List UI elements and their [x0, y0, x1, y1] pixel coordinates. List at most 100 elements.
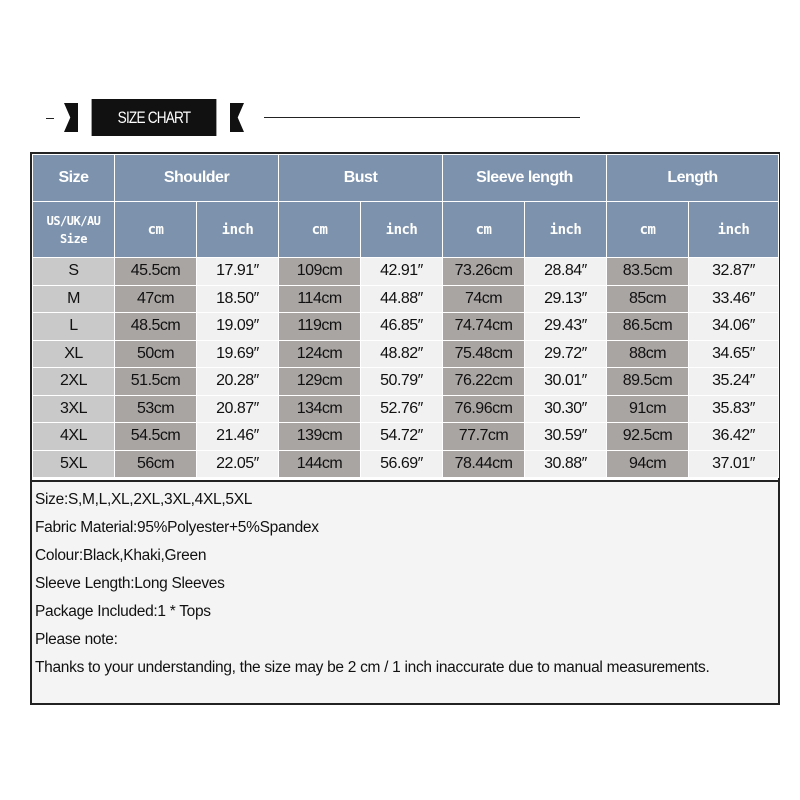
header-size: Size: [32, 154, 115, 202]
cm-cell: 76.96cm: [442, 394, 525, 423]
inch-cell: 34.06″: [687, 312, 780, 341]
inch-cell: 29.72″: [524, 339, 607, 368]
size-cell: 3XL: [32, 394, 115, 423]
unit-inch: inch: [196, 201, 279, 258]
size-cell: S: [32, 257, 115, 286]
cm-cell: 86.5cm: [606, 312, 689, 341]
unit-inch: inch: [360, 201, 443, 258]
note-line: Fabric Material:95%Polyester+5%Spandex: [35, 519, 319, 536]
note-line: Size:S,M,L,XL,2XL,3XL,4XL,5XL: [35, 491, 253, 508]
unit-row: US/UK/AU Size cm inch cm inch cm inch cm …: [32, 201, 780, 258]
cm-cell: 119cm: [278, 312, 361, 341]
size-label: Size: [60, 231, 87, 246]
product-notes: Size:S,M,L,XL,2XL,3XL,4XL,5XL Fabric Mate…: [32, 480, 778, 703]
inch-cell: 52.76″: [360, 394, 443, 423]
header-region-size: US/UK/AU Size: [32, 201, 115, 258]
inch-cell: 19.69″: [196, 339, 279, 368]
cm-cell: 88cm: [606, 339, 689, 368]
cm-cell: 50cm: [114, 339, 197, 368]
inch-cell: 54.72″: [360, 422, 443, 451]
inch-cell: 33.46″: [687, 284, 780, 313]
note-line: Sleeve Length:Long Sleeves: [35, 575, 225, 592]
inch-cell: 35.24″: [687, 367, 780, 396]
table-row: 3XL 53cm 20.87″ 134cm 52.76″ 76.96cm 30.30″ 91c…: [32, 394, 780, 423]
inch-cell: 29.13″: [524, 284, 607, 313]
cm-cell: 124cm: [278, 339, 361, 368]
divider: [46, 118, 54, 119]
cm-cell: 139cm: [278, 422, 361, 451]
cm-cell: 92.5cm: [606, 422, 689, 451]
size-cell: L: [32, 312, 115, 341]
cm-cell: 78.44cm: [442, 449, 525, 478]
cm-cell: 91cm: [606, 394, 689, 423]
table-row: XL 50cm 19.69″ 124cm 48.82″ 75.48cm 29.72″ 88cm…: [32, 339, 780, 368]
table-row: L 48.5cm 19.09″ 119cm 46.85″ 74.74cm 29.43″ 86.…: [32, 312, 780, 341]
cm-cell: 129cm: [278, 367, 361, 396]
cm-cell: 114cm: [278, 284, 361, 313]
unit-cm: cm: [278, 201, 361, 258]
unit-inch: inch: [524, 201, 607, 258]
inch-cell: 30.59″: [524, 422, 607, 451]
cm-cell: 74.74cm: [442, 312, 525, 341]
cm-cell: 51.5cm: [114, 367, 197, 396]
size-chart: Size Shoulder Bust Sleeve length Length …: [30, 152, 780, 705]
inch-cell: 48.82″: [360, 339, 443, 368]
inch-cell: 22.05″: [196, 449, 279, 478]
size-table: Size Shoulder Bust Sleeve length Length …: [32, 154, 780, 478]
note-line: Package Included:1 * Tops: [35, 603, 211, 620]
inch-cell: 18.50″: [196, 284, 279, 313]
region-label: US/UK/AU: [46, 213, 101, 228]
header-sleeve-length: Sleeve length: [442, 154, 607, 202]
banner-title: SIZE CHART: [91, 99, 217, 136]
table-row: 2XL 51.5cm 20.28″ 129cm 50.79″ 76.22cm 30.01″ 8…: [32, 367, 780, 396]
cm-cell: 76.22cm: [442, 367, 525, 396]
cm-cell: 85cm: [606, 284, 689, 313]
ribbon-tail-right: [230, 103, 244, 132]
header-length: Length: [605, 154, 780, 202]
cm-cell: 53cm: [114, 394, 197, 423]
cm-cell: 48.5cm: [114, 312, 197, 341]
inch-cell: 29.43″: [524, 312, 607, 341]
unit-cm: cm: [606, 201, 689, 258]
divider: [264, 117, 580, 118]
table-row: M 47cm 18.50″ 114cm 44.88″ 74cm 29.13″ 85cm 33.4…: [32, 284, 780, 313]
size-cell: 4XL: [32, 422, 115, 451]
inch-cell: 20.28″: [196, 367, 279, 396]
unit-inch: inch: [687, 201, 780, 258]
cm-cell: 74cm: [442, 284, 525, 313]
inch-cell: 30.01″: [524, 367, 607, 396]
inch-cell: 46.85″: [360, 312, 443, 341]
cm-cell: 75.48cm: [442, 339, 525, 368]
inch-cell: 35.83″: [687, 394, 780, 423]
inch-cell: 56.69″: [360, 449, 443, 478]
inch-cell: 30.30″: [524, 394, 607, 423]
size-chart-banner: SIZE CHART: [64, 99, 244, 136]
cm-cell: 94cm: [606, 449, 689, 478]
cm-cell: 47cm: [114, 284, 197, 313]
inch-cell: 20.87″: [196, 394, 279, 423]
cm-cell: 134cm: [278, 394, 361, 423]
cm-cell: 83.5cm: [606, 257, 689, 286]
cm-cell: 77.7cm: [442, 422, 525, 451]
inch-cell: 50.79″: [360, 367, 443, 396]
inch-cell: 28.84″: [524, 257, 607, 286]
table-row: S 45.5cm 17.91″ 109cm 42.91″ 73.26cm 28.84″ 83.…: [32, 257, 780, 286]
header-bust: Bust: [278, 154, 443, 202]
inch-cell: 34.65″: [687, 339, 780, 368]
cm-cell: 89.5cm: [606, 367, 689, 396]
note-line: Thanks to your understanding, the size m…: [35, 659, 710, 676]
size-cell: 5XL: [32, 449, 115, 478]
cm-cell: 56cm: [114, 449, 197, 478]
inch-cell: 17.91″: [196, 257, 279, 286]
ribbon-tail-left: [64, 103, 78, 132]
note-line: Please note:: [35, 631, 118, 648]
table-row: 5XL 56cm 22.05″ 144cm 56.69″ 78.44cm 30.88″ 94c…: [32, 449, 780, 478]
unit-cm: cm: [114, 201, 197, 258]
size-cell: M: [32, 284, 115, 313]
table-row: 4XL 54.5cm 21.46″ 139cm 54.72″ 77.7cm 30.59″ 92…: [32, 422, 780, 451]
header-shoulder: Shoulder: [114, 154, 279, 202]
inch-cell: 19.09″: [196, 312, 279, 341]
cm-cell: 144cm: [278, 449, 361, 478]
header-row: Size Shoulder Bust Sleeve length Length: [32, 154, 780, 202]
inch-cell: 32.87″: [687, 257, 780, 286]
